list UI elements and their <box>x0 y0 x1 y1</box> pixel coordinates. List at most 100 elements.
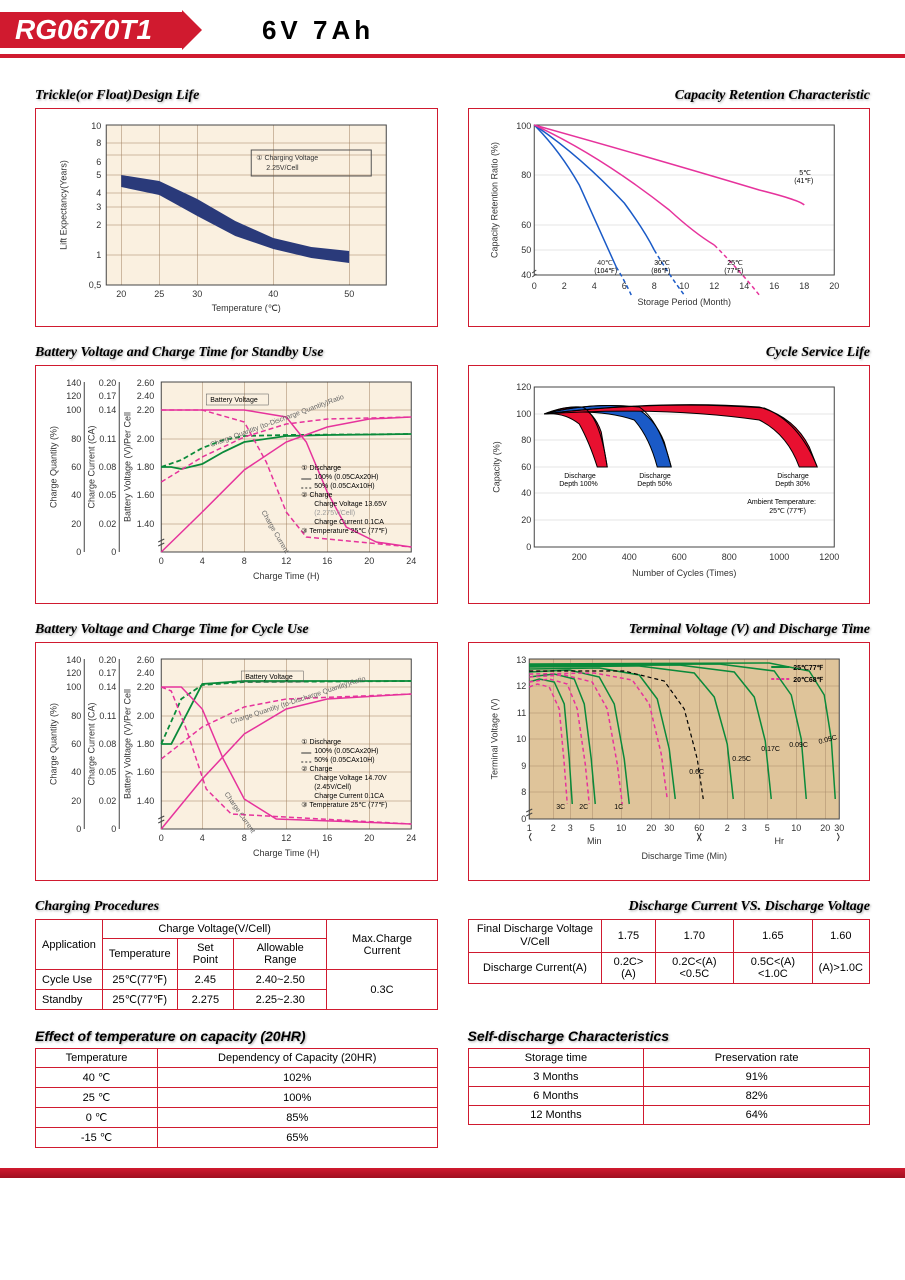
svg-text:5: 5 <box>96 170 101 180</box>
th-max-current: Max.Charge Current <box>327 920 437 970</box>
table-row: 3 Months91% <box>468 1068 870 1087</box>
svg-text:③ Temperature 25℃ (77℉): ③ Temperature 25℃ (77℉) <box>301 801 387 809</box>
th-charge-voltage: Charge Voltage(V/Cell) <box>102 920 327 939</box>
svg-text:100% (0.05CAx20H): 100% (0.05CAx20H) <box>314 474 378 481</box>
svg-text:2.20: 2.20 <box>137 405 155 415</box>
svg-text:4: 4 <box>96 188 101 198</box>
th-application: Application <box>36 920 103 970</box>
svg-text:0: 0 <box>526 542 531 552</box>
svg-text:Capacity Retention Ratio (%): Capacity Retention Ratio (%) <box>489 142 499 258</box>
svg-text:1: 1 <box>96 250 101 260</box>
svg-text:60: 60 <box>71 462 81 472</box>
svg-text:20: 20 <box>829 281 839 291</box>
svg-text:13: 13 <box>516 655 526 665</box>
svg-text:(104℉): (104℉) <box>594 268 617 275</box>
svg-text:0.17: 0.17 <box>99 668 117 678</box>
svg-text:1.80: 1.80 <box>137 462 155 472</box>
table-row: 0 ℃85% <box>36 1108 438 1128</box>
header-bar: RG0670T1 6V 7Ah <box>0 10 905 50</box>
svg-text:0,5: 0,5 <box>89 280 102 290</box>
svg-text:① Charging Voltage: ① Charging Voltage <box>256 154 318 162</box>
svg-text:0.17C: 0.17C <box>761 746 780 753</box>
svg-text:Charge Current 0.1CA: Charge Current 0.1CA <box>314 793 384 800</box>
svg-text:Charge Voltage 14.70V: Charge Voltage 14.70V <box>314 775 387 782</box>
svg-text:1.80: 1.80 <box>137 739 155 749</box>
chart3-title: Battery Voltage and Charge Time for Stan… <box>35 345 438 361</box>
th-discharge-current: Discharge Current(A) <box>468 953 602 984</box>
table1-title: Charging Procedures <box>35 899 438 915</box>
svg-text:Discharge: Discharge <box>777 473 809 480</box>
chart2-title: Capacity Retention Characteristic <box>468 88 871 104</box>
chart5-frame: Battery Voltage Charge Quantity (to-Disc… <box>35 642 438 881</box>
svg-text:3: 3 <box>567 823 572 833</box>
svg-text:Depth 50%: Depth 50% <box>637 481 672 488</box>
svg-text:0.08: 0.08 <box>99 462 117 472</box>
svg-text:2: 2 <box>724 823 729 833</box>
chart1-frame: ① Charging Voltage 2.25V/Cell 0,5 1 2 3 … <box>35 108 438 327</box>
svg-text:1000: 1000 <box>769 552 789 562</box>
svg-text:8: 8 <box>96 138 101 148</box>
model-badge: RG0670T1 <box>0 12 182 48</box>
svg-text:Battery Voltage (V)/Per Cell: Battery Voltage (V)/Per Cell <box>122 412 132 522</box>
svg-text:0: 0 <box>159 833 164 843</box>
table4-title: Self-discharge Characteristics <box>468 1028 871 1044</box>
svg-text:Hr: Hr <box>774 836 784 846</box>
svg-text:0.11: 0.11 <box>99 434 116 444</box>
svg-text:40℃: 40℃ <box>597 260 613 267</box>
chart5-title: Battery Voltage and Charge Time for Cycl… <box>35 622 438 638</box>
svg-text:0.6C: 0.6C <box>689 769 704 776</box>
svg-text:Discharge: Discharge <box>564 473 596 480</box>
svg-text:Charge Current (CA): Charge Current (CA) <box>86 702 96 785</box>
chart6-title: Terminal Voltage (V) and Discharge Time <box>468 622 871 638</box>
svg-text:40: 40 <box>521 488 531 498</box>
svg-text:120: 120 <box>66 668 81 678</box>
chart1-title: Trickle(or Float)Design Life <box>35 88 438 104</box>
svg-text:(77℉): (77℉) <box>724 268 743 275</box>
svg-text:60: 60 <box>694 823 704 833</box>
svg-text:2C: 2C <box>579 804 588 811</box>
table-row: 6 Months82% <box>468 1087 870 1106</box>
charging-procedures-table: Application Charge Voltage(V/Cell) Max.C… <box>35 919 438 1010</box>
svg-text:24: 24 <box>406 833 416 843</box>
svg-text:25℃ (77℉): 25℃ (77℉) <box>769 508 806 515</box>
svg-text:50: 50 <box>521 245 531 255</box>
svg-text:4: 4 <box>591 281 596 291</box>
temp-capacity-table: TemperatureDependency of Capacity (20HR)… <box>35 1048 438 1148</box>
svg-text:1200: 1200 <box>819 552 839 562</box>
svg-text:0: 0 <box>76 547 81 557</box>
svg-text:100: 100 <box>516 121 531 131</box>
svg-text:0: 0 <box>521 814 526 824</box>
svg-text:2.60: 2.60 <box>137 378 155 388</box>
chart3-frame: Battery Voltage Charge Quantity (to-Disc… <box>35 365 438 604</box>
svg-text:Charge Time (H): Charge Time (H) <box>253 571 320 581</box>
svg-text:12: 12 <box>281 833 291 843</box>
svg-text:40: 40 <box>521 270 531 280</box>
svg-text:25℃: 25℃ <box>727 260 743 267</box>
svg-text:20: 20 <box>116 289 126 299</box>
svg-text:Terminal Voltage (V): Terminal Voltage (V) <box>489 698 499 779</box>
svg-text:10: 10 <box>616 823 626 833</box>
svg-text:Lift Expectancy(Years): Lift Expectancy(Years) <box>58 160 68 250</box>
svg-text:0: 0 <box>159 556 164 566</box>
svg-text:2: 2 <box>561 281 566 291</box>
svg-text:4: 4 <box>200 556 205 566</box>
svg-text:30: 30 <box>834 823 844 833</box>
svg-text:4: 4 <box>200 833 205 843</box>
svg-text:12: 12 <box>709 281 719 291</box>
svg-text:5: 5 <box>589 823 594 833</box>
svg-text:50% (0.05CAx10H): 50% (0.05CAx10H) <box>314 757 374 764</box>
svg-text:2.00: 2.00 <box>137 434 155 444</box>
svg-text:16: 16 <box>322 556 332 566</box>
svg-text:(2.45V/Cell): (2.45V/Cell) <box>314 784 351 791</box>
svg-text:12: 12 <box>516 681 526 691</box>
table-row: Cycle Use25℃(77℉)2.452.40~2.50 0.3C <box>36 970 438 990</box>
svg-text:2: 2 <box>550 823 555 833</box>
svg-text:1.60: 1.60 <box>137 490 155 500</box>
svg-text:0.02: 0.02 <box>99 519 117 529</box>
svg-text:0.09C: 0.09C <box>789 742 808 749</box>
svg-text:24: 24 <box>406 556 416 566</box>
svg-text:6: 6 <box>621 281 626 291</box>
svg-text:Charge Current 0.1CA: Charge Current 0.1CA <box>314 519 384 526</box>
self-discharge-table: Storage timePreservation rate 3 Months91… <box>468 1048 871 1125</box>
svg-text:100: 100 <box>66 682 81 692</box>
